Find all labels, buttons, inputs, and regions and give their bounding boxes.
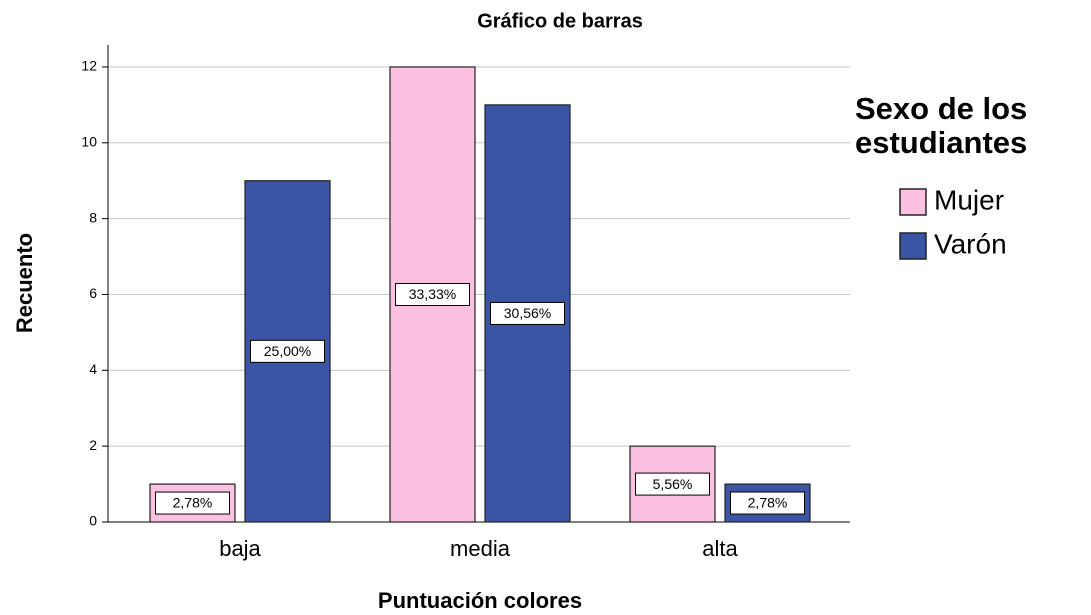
value-label-box [635,472,710,496]
x-tick-label: alta [702,536,738,561]
legend-swatch [899,232,927,260]
chart-title: Gráfico de barras [477,10,643,32]
y-tick-label: 8 [89,209,97,225]
value-label: 30,56% [504,305,551,321]
y-axis-label: Recuento [12,233,37,333]
value-label: 2,78% [748,495,788,511]
y-tick-label: 2 [89,437,97,453]
x-tick-label: baja [219,536,261,561]
value-label-box [490,301,565,325]
value-label: 2,78% [173,495,213,511]
y-tick-label: 4 [89,361,97,377]
value-label-box [250,339,325,363]
legend-title: Sexo de los estudiantes [855,91,1028,160]
value-label-box [395,282,470,306]
value-label: 5,56% [653,476,693,492]
legend-label: Mujer [934,184,1004,215]
y-tick-label: 6 [89,285,97,301]
y-tick-label: 0 [89,513,97,529]
y-tick-label: 10 [81,134,97,150]
value-label: 25,00% [264,343,311,359]
legend-label: Varón [934,228,1007,259]
y-tick-label: 12 [81,58,97,74]
x-tick-label: media [450,536,511,561]
value-label-box [155,491,230,515]
value-label: 33,33% [409,286,456,302]
value-label-box [730,491,805,515]
x-axis-label: Puntuación colores [378,588,582,613]
legend-swatch [899,188,927,216]
